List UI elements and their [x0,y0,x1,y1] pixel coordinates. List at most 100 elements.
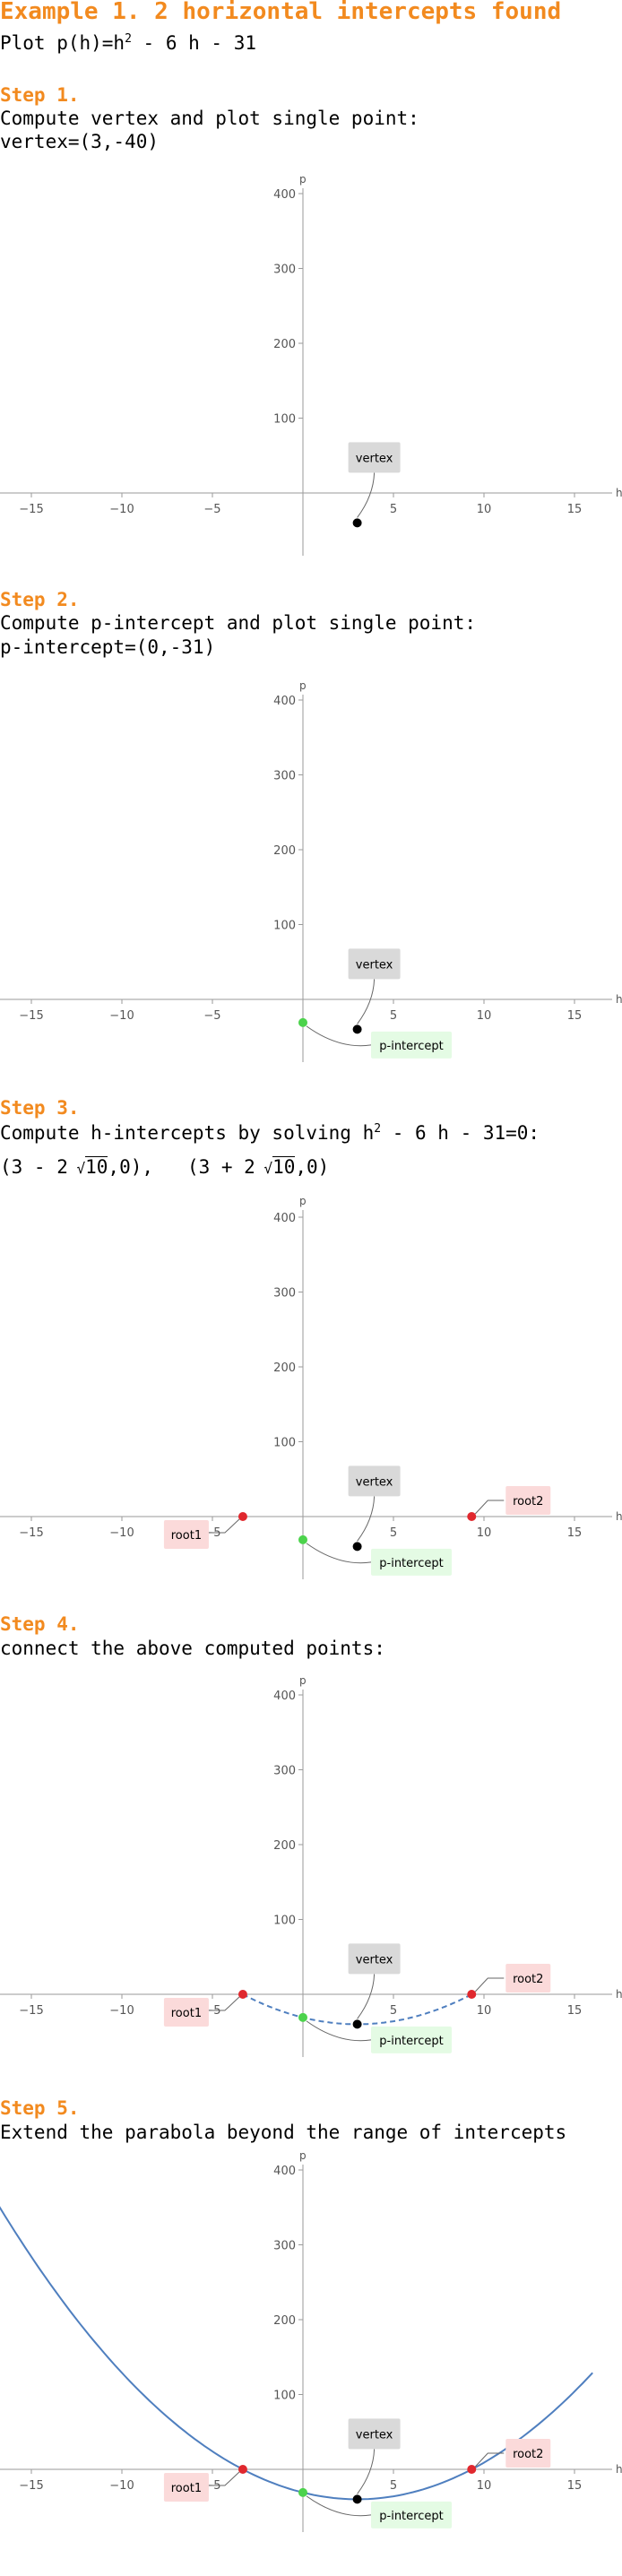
plot-step3: hp−15 −10 −5 5 10 15100200300400vertexp-inter… [0,1195,622,1579]
p-intercept-leader [306,2495,372,2517]
x-tick-label: −15 [19,2004,43,2018]
vertex-point [352,2019,362,2029]
p-intercept-label-box [371,2026,452,2053]
p-intercept-leader [306,1543,372,1564]
root2-label: root2 [513,1495,543,1508]
x-tick-label: 15 [567,1526,583,1540]
vertex-label-box [348,1943,401,1975]
vertex-leader [357,979,376,1024]
step4-label: Step 4. [0,1613,80,1635]
y-tick-label: 100 [273,1915,296,1928]
p-intercept-point [298,2012,307,2022]
plot-step4: hp−15 −10 −5 5 10 15100200300400vertexp-inter… [0,1674,622,2057]
y-tick-label: 200 [273,1839,296,1853]
p-intercept-label-box [371,1031,452,1059]
root2-label: root2 [513,1973,543,1986]
step1-result: vertex=(3,-40) [0,131,160,152]
root1-leader [210,2471,240,2486]
y-tick-label: 400 [273,1690,296,1703]
vertex-point [352,518,362,528]
x-tick-label: 5 [390,2479,397,2493]
step5-text: Extend the parabola beyond the range of … [0,2122,567,2143]
y-tick-label: 100 [273,920,296,933]
x-tick-label: −15 [19,1009,43,1023]
step4-text: connect the above computed points: [0,1638,385,1659]
root2-label: root2 [513,2448,543,2461]
p-intercept-label: p-intercept [379,1040,443,1053]
intro-function: p(h)=h [56,32,125,54]
vertex-leader [357,1974,376,2019]
p-intercept-label: p-intercept [379,1557,443,1570]
plot-step5: hp−15 −10 −5 5 10 15100200300400vertexp-inter… [0,2149,622,2532]
intro-line: Plot p(h)=h2 - 6 h - 31 [0,32,256,54]
parabola-curve [0,2206,593,2501]
x-tick-label: −10 [109,503,134,516]
intro-rest: - 6 h - 31 [131,32,256,54]
y-tick-label: 300 [273,1287,296,1301]
root1-leader [210,1518,240,1534]
x-tick-label: 10 [477,1009,492,1023]
y-axis-label: p [299,2149,307,2162]
step2-label: Step 2. [0,589,80,610]
root2-expr-a: (3 + 2 [186,1156,255,1178]
step3-exponent: 2 [374,1122,382,1136]
p-intercept-leader [306,2020,372,2042]
y-tick-label: 400 [273,2165,296,2178]
step3-label: Step 3. [0,1097,80,1119]
x-tick-label: 10 [477,2479,492,2493]
y-tick-label: 200 [273,2314,296,2328]
intro-exponent: 2 [125,32,132,46]
root1-label: root1 [171,2007,202,2020]
y-tick-label: 300 [273,770,296,783]
root2-radicand: 10 [272,1156,296,1178]
step2-text: Compute p-intercept and plot single poin… [0,612,477,634]
parabola-curve [242,1993,472,2026]
x-tick-label: 10 [477,1526,492,1540]
vertex-label: vertex [356,1953,393,1967]
y-axis-label: p [299,1195,307,1207]
root1-radicand: 10 [85,1156,108,1178]
vertex-label-box [348,1465,401,1497]
vertex-label-box [348,2418,401,2450]
x-tick-label: −15 [19,503,43,516]
x-tick-label: −5 [203,1009,220,1023]
y-tick-label: 300 [273,1765,296,1778]
x-axis-label: h [616,487,622,499]
root2-label-box [505,2439,551,2468]
y-tick-label: 100 [273,413,296,427]
x-tick-label: −10 [109,1009,134,1023]
x-axis-label: h [616,2463,622,2476]
root1-point [238,1512,247,1521]
vertex-label: vertex [356,452,393,465]
plot-step2: h p −15 −10 −5 5 10 15 100 200 300 400 vertex p-inter… [0,679,622,1062]
y-tick-label: 200 [273,338,296,351]
p-intercept-label: p-intercept [379,2510,443,2523]
root1-label: root1 [171,1529,202,1543]
x-tick-label: 10 [477,503,492,516]
x-tick-label: 10 [477,2004,492,2018]
root1-label-box [163,1520,209,1549]
vertex-point [352,1542,362,1552]
p-intercept-label-box [371,1548,452,1576]
x-tick-label: −5 [203,503,220,516]
p-intercept-point [298,2487,307,2497]
step1-text: Compute vertex and plot single point: [0,108,419,129]
x-tick-label: 15 [567,2004,583,2018]
vertex-point [352,1024,362,1034]
y-axis-label: p [299,173,307,186]
x-tick-label: 5 [390,2004,397,2018]
vertex-label: vertex [356,1475,393,1489]
y-tick-label: 100 [273,2390,296,2403]
step3-roots: (3 - 2 √10,0), (3 + 2 √10,0) [0,1156,330,1178]
step5-label: Step 5. [0,2097,80,2119]
vertex-label-box [348,442,401,473]
y-tick-label: 400 [273,695,296,708]
page-title: Example 1. 2 horizontal intercepts found [0,0,562,25]
vertex-label: vertex [356,958,393,972]
p-intercept-point [298,1534,307,1544]
p-intercept-point [298,1017,307,1027]
root2-label-box [505,1964,551,1993]
root2-point [467,1512,477,1521]
step3-text: Compute h-intercepts by solving h2 - 6 h… [0,1122,540,1144]
y-axis-label: p [299,679,307,692]
